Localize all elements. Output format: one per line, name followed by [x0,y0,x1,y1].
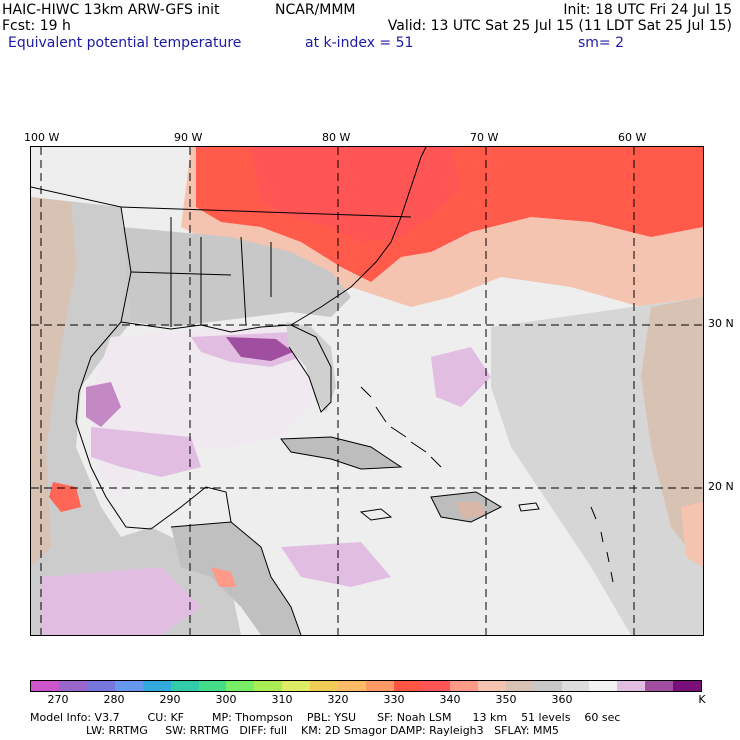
colorbar-segment [86,681,115,691]
cuba-outline [280,436,403,470]
lesser-antilles-outline [590,506,614,583]
caribbean-purple-1 [41,567,201,635]
level-label: at k-index = 51 [305,35,414,51]
hispaniola-outline [430,491,503,523]
colorbar-segment [673,681,702,691]
colorbar-segment [533,681,562,691]
warm-band-mid [251,147,461,242]
colorbar-segment [226,681,255,691]
atlantic-tan-east [641,297,703,567]
forecast-hour: Fcst: 19 h [2,18,71,34]
colorbar-segment [393,681,422,691]
colorbar-segment [505,681,534,691]
colorbar-segment [421,681,450,691]
us-gulf-coast [31,186,152,530]
gulf-purple-south [91,427,201,477]
florida [286,322,336,412]
colorbar-segment [589,681,618,691]
lon-label-60w: 60 W [618,131,647,144]
colorbar-segment [31,681,59,691]
hispaniola-warm [456,502,486,519]
smoothing-label: sm= 2 [578,35,625,51]
field-name: Equivalent potential temperature [8,35,242,51]
colorbar-segment [449,681,478,691]
lat-label-30n: 30 N [708,317,734,330]
colorbar-unit: K [698,693,706,706]
colorbar-segment [338,681,367,691]
east-warm-patch [681,502,703,567]
colorbar-segment [477,681,506,691]
colorbar-segment [310,681,339,691]
atlantic-purple [431,347,491,407]
bahamas-outline [360,386,442,468]
valid-time: Valid: 13 UTC Sat 25 Jul 15 (11 LDT Sat … [387,18,732,34]
central-america-warm [211,567,236,587]
mexico-west-tan [31,197,76,567]
colorbar-label: 300 [215,693,237,706]
model-title: HAIC-HIWC 13km ARW-GFS init [2,2,220,18]
model-info-line-2: LW: RRTMG SW: RRTMG DIFF: full KM: 2D Sm… [30,724,559,737]
lon-label-90w: 90 W [174,131,203,144]
atlantic-coast [290,147,427,326]
center-label: NCAR/MMM [275,2,356,18]
yucatan-outline [150,486,232,530]
colorbar-segment [366,681,394,691]
mexico-land [31,197,241,635]
map-panel [30,146,704,636]
colorbar-label: 310 [271,693,293,706]
mexico-hot-spot [49,482,81,512]
map-canvas [31,147,703,635]
gulf-north-coast [120,321,332,413]
colorbar-segment [561,681,590,691]
colorbar-segment [617,681,646,691]
state-borders [120,206,412,327]
colorbar-segment [198,681,227,691]
colorbar-segment [254,681,283,691]
colorbar-label: 290 [159,693,181,706]
init-time: Init: 18 UTC Fri 24 Jul 15 [563,2,732,18]
colorbar-segment [282,681,311,691]
se-us-land [121,227,351,327]
colorbar-label: 270 [47,693,69,706]
central-america-outline [170,521,302,635]
colorbar-segment [645,681,674,691]
colorbar-label: 330 [383,693,405,706]
lon-label-70w: 70 W [470,131,499,144]
colorbar-segment [170,681,199,691]
graticule [31,147,703,635]
colorbar-label: 350 [495,693,517,706]
model-info-line-1: Model Info: V3.7 CU: KF MP: Thompson PBL… [30,711,621,724]
colorbar-segment [114,681,143,691]
colorbar [30,680,702,692]
gulf-deep-purple [226,337,293,361]
caribbean-purple-2 [281,542,391,587]
colorbar-label: 280 [103,693,125,706]
colorbar-segment [58,681,87,691]
colorbar-segment [142,681,171,691]
colorbar-label: 360 [551,693,573,706]
colorbar-label: 320 [327,693,349,706]
jamaica-outline [359,508,393,521]
lon-label-100w: 100 W [24,131,60,144]
central-america [171,522,301,635]
gulf-purple-west [86,382,121,427]
cuba [281,437,401,469]
coastlines [31,147,614,635]
lon-label-80w: 80 W [322,131,351,144]
puerto-rico-outline [518,502,540,512]
lat-label-20n: 20 N [708,480,734,493]
colorbar-label: 340 [439,693,461,706]
